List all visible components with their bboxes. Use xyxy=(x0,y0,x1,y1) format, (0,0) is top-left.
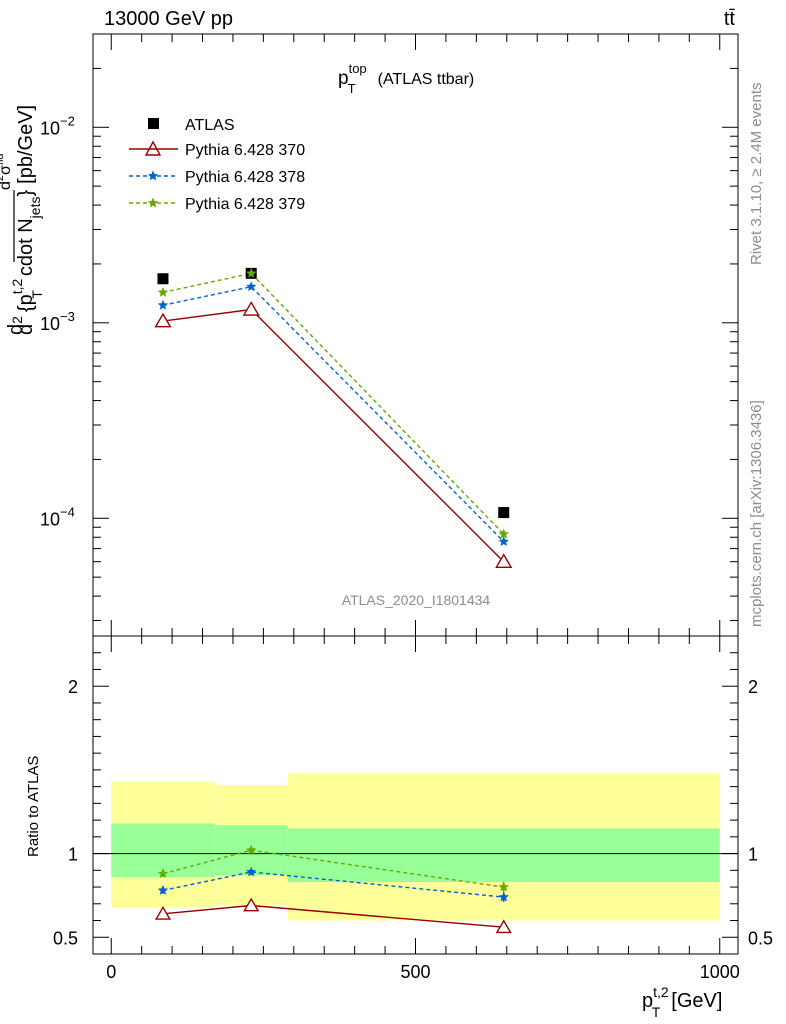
x-axis-label: pt,2 T [GeV] xyxy=(642,984,722,1020)
ratio-band-inner xyxy=(287,828,720,883)
ratio-plot-area xyxy=(93,635,738,955)
y-tick-label-ratio-left: 0.5 xyxy=(53,928,78,948)
ratio-point-py370 xyxy=(243,897,260,912)
y-tick-label-main: 10−2 xyxy=(40,113,75,138)
ratio-point-py378 xyxy=(498,891,509,902)
legend-py370-label: Pythia 6.428 370 xyxy=(185,142,305,159)
x-tick-label: 0 xyxy=(106,962,116,982)
x-tick-label: 1000 xyxy=(700,962,740,982)
header-left: 13000 GeV pp xyxy=(104,8,233,30)
y-tick-label-ratio-right: 0.5 xyxy=(748,928,773,948)
ratio-band-inner xyxy=(111,823,215,878)
data-point-atlas xyxy=(157,273,169,285)
ratio-point-py370 xyxy=(495,919,512,934)
x-tick-label: 500 xyxy=(400,962,430,982)
series-line-py378 xyxy=(162,285,505,543)
data-point-py378 xyxy=(157,299,169,310)
data-point-atlas xyxy=(498,507,510,519)
ratio-point-py378 xyxy=(246,866,257,877)
legend: ATLAS Pythia 6.428 370 Pythia 6.428 378 … xyxy=(129,117,305,213)
ratio-point-py370 xyxy=(154,905,172,920)
y-tick-label-ratio-right: 1 xyxy=(748,845,758,865)
y-axis-label-ratio: Ratio to ATLAS xyxy=(25,756,42,857)
data-point-py370 xyxy=(242,301,260,316)
legend-atlas-label: ATLAS xyxy=(185,117,235,134)
data-point-py370 xyxy=(495,553,513,568)
analysis-id: ATLAS_2020_I1801434 xyxy=(342,592,491,608)
legend-py379-label: Pythia 6.428 379 xyxy=(185,196,305,213)
rivet-version-label: Rivet 3.1.10, ≥ 2.4M events xyxy=(748,83,765,266)
mcplots-label: mcplots.cern.ch [arXiv:1306.3436] xyxy=(748,400,765,627)
svg-text:d2{pt,2Tcdot Njets}[pb/GeV]: d2{pt,2Tcdot Njets}[pb/GeV] xyxy=(9,105,45,335)
legend-py378-star xyxy=(147,170,159,181)
ratio-point-py379 xyxy=(246,844,257,855)
data-point-py378 xyxy=(498,536,509,546)
legend-py378-marker xyxy=(147,170,159,181)
legend-py379-star xyxy=(147,197,159,208)
svg-text:d2σfid: d2σfid xyxy=(0,153,14,190)
data-point-py370 xyxy=(154,312,172,328)
y-tick-label-ratio-left: 1 xyxy=(68,845,78,865)
legend-py379-marker xyxy=(147,197,159,208)
y-tick-label-main: 10−4 xyxy=(40,504,75,529)
y-tick-label-ratio-right: 2 xyxy=(748,677,758,697)
plot-title: ptop T(ATLAS ttbar) xyxy=(338,61,474,96)
header-right: tt̄ xyxy=(724,8,736,30)
data-point-py379 xyxy=(498,528,509,539)
series-line-py379 xyxy=(162,272,505,535)
ratio-line-py378 xyxy=(162,871,504,898)
legend-py370-marker xyxy=(144,140,162,156)
svg-text:d: d xyxy=(5,324,27,335)
data-point-py379 xyxy=(157,286,169,297)
data-point-py379 xyxy=(246,267,257,278)
main-plot-area xyxy=(93,33,738,636)
ratio-point-py379 xyxy=(157,868,169,879)
legend-py378-label: Pythia 6.428 378 xyxy=(185,169,305,186)
legend-atlas-marker xyxy=(148,118,159,129)
ratio-point-py379 xyxy=(498,881,509,892)
y-tick-label-main: 10−3 xyxy=(40,309,75,334)
y-axis-label-main: d2{pt,2Tcdot Njets}[pb/GeV] xyxy=(9,105,45,335)
data-point-py378 xyxy=(246,281,257,292)
y-axis-label-fraction: d2σfid xyxy=(0,153,14,190)
series-line-py370 xyxy=(162,308,505,563)
y-axis-label-numerator: d xyxy=(5,324,27,335)
y-tick-label-ratio-left: 2 xyxy=(68,677,78,697)
ratio-point-py378 xyxy=(157,884,169,895)
